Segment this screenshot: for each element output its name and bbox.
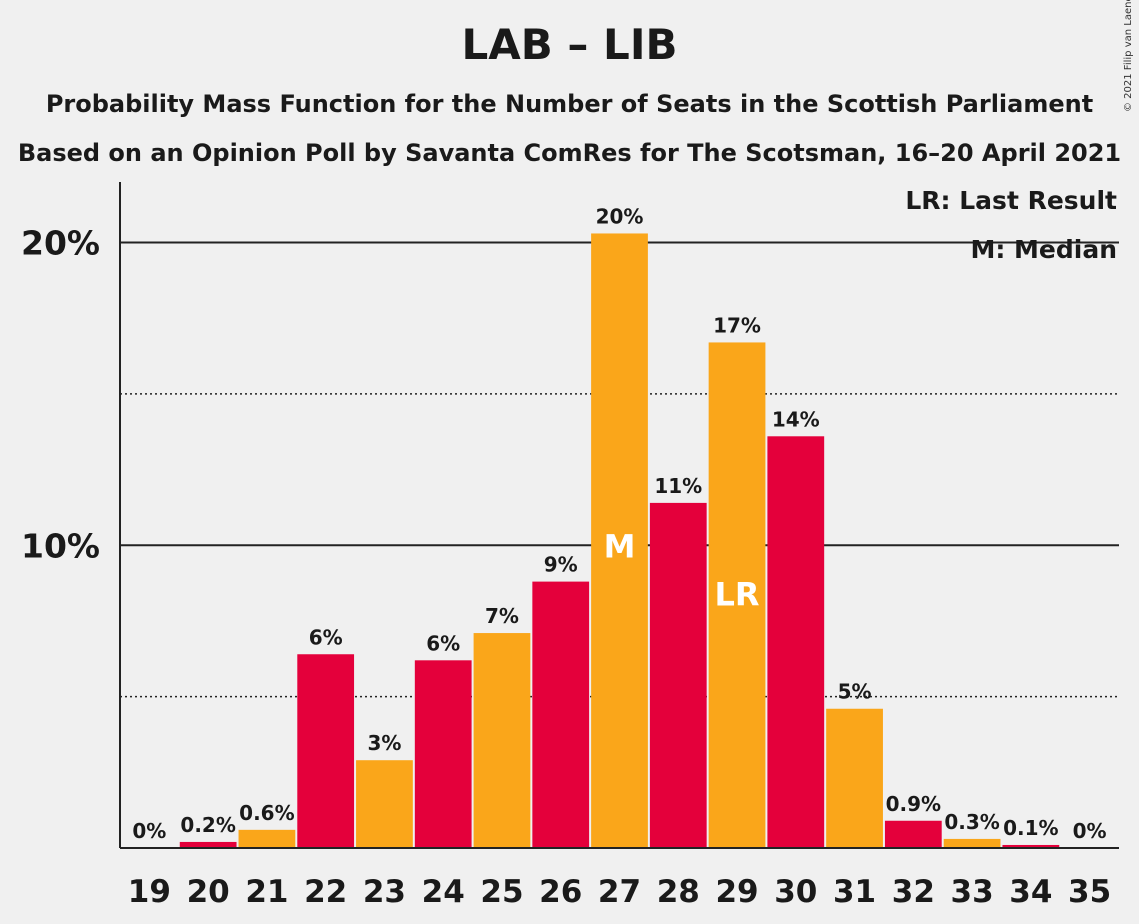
bar-29 [708,342,766,848]
x-tick-label: 28 [657,874,700,910]
y-axis: 10% 20% [21,182,121,848]
data-label-30: 14% [772,407,820,431]
data-label-20: 0.2% [180,813,235,837]
data-label-22: 6% [309,625,343,649]
bar-33 [943,838,1001,848]
x-tick-label: 21 [245,874,288,910]
last-result-marker: LR [715,576,760,614]
data-label-31: 5% [838,680,872,704]
bar-22 [297,654,355,848]
y-tick-label: 20% [21,224,100,263]
data-label-32: 0.9% [886,792,941,816]
bar-28 [649,502,707,848]
x-tick-label: 26 [539,874,582,910]
y-tick-label: 10% [21,526,100,565]
x-tick-label: 24 [422,874,465,910]
bar-27 [591,233,648,849]
bar-20 [179,841,237,848]
legend-median: M: Median [970,235,1117,264]
bar-30 [767,436,825,848]
x-tick-label: 25 [480,874,523,910]
x-tick-label: 27 [598,874,641,910]
data-label-26: 9% [544,553,578,577]
x-axis: 19 20 21 22 23 24 25 26 27 28 29 30 31 32 33 34 35 [120,847,1119,910]
x-tick-label: 22 [304,874,347,910]
data-label-29: 17% [713,313,761,337]
x-tick-label: 20 [187,874,230,910]
x-tick-label: 32 [892,874,935,910]
chart-title: LAB – LIB [461,20,678,69]
chart-subtitle-2: Based on an Opinion Poll by Savanta ComR… [17,139,1122,167]
x-tick-label: 29 [715,874,758,910]
data-label-19: 0% [132,819,166,843]
bar-32 [884,820,942,848]
median-marker: M [604,527,636,565]
data-label-34: 0.1% [1003,816,1058,840]
data-label-24: 6% [426,631,460,655]
data-label-25: 7% [485,604,519,628]
bars [179,233,1060,849]
x-tick-label: 34 [1009,874,1052,910]
bar-21 [238,829,296,848]
data-label-33: 0.3% [944,810,999,834]
legend-last-result: LR: Last Result [905,186,1117,215]
data-label-21: 0.6% [239,801,294,825]
chart-subtitle-1: Probability Mass Function for the Number… [45,90,1094,118]
data-label-23: 3% [367,731,401,755]
x-tick-label: 19 [128,874,171,910]
bar-25 [473,633,531,848]
data-label-28: 11% [654,474,702,498]
bar-34 [1002,844,1060,848]
x-tick-label: 35 [1068,874,1111,910]
x-tick-label: 30 [774,874,817,910]
data-label-27: 20% [596,204,644,228]
x-tick-label: 33 [951,874,994,910]
data-label-35: 0% [1073,819,1107,843]
bar-23 [356,760,413,848]
bar-31 [826,708,883,848]
x-tick-label: 23 [363,874,406,910]
bar-24 [414,660,472,848]
data-labels: 0% 0.2%0.6% 6% 3% 6% 7% 9% 20% M 11% 17% LR 14% 5% 0.9… [132,204,1106,843]
bar-26 [532,581,590,848]
x-tick-label: 31 [833,874,876,910]
